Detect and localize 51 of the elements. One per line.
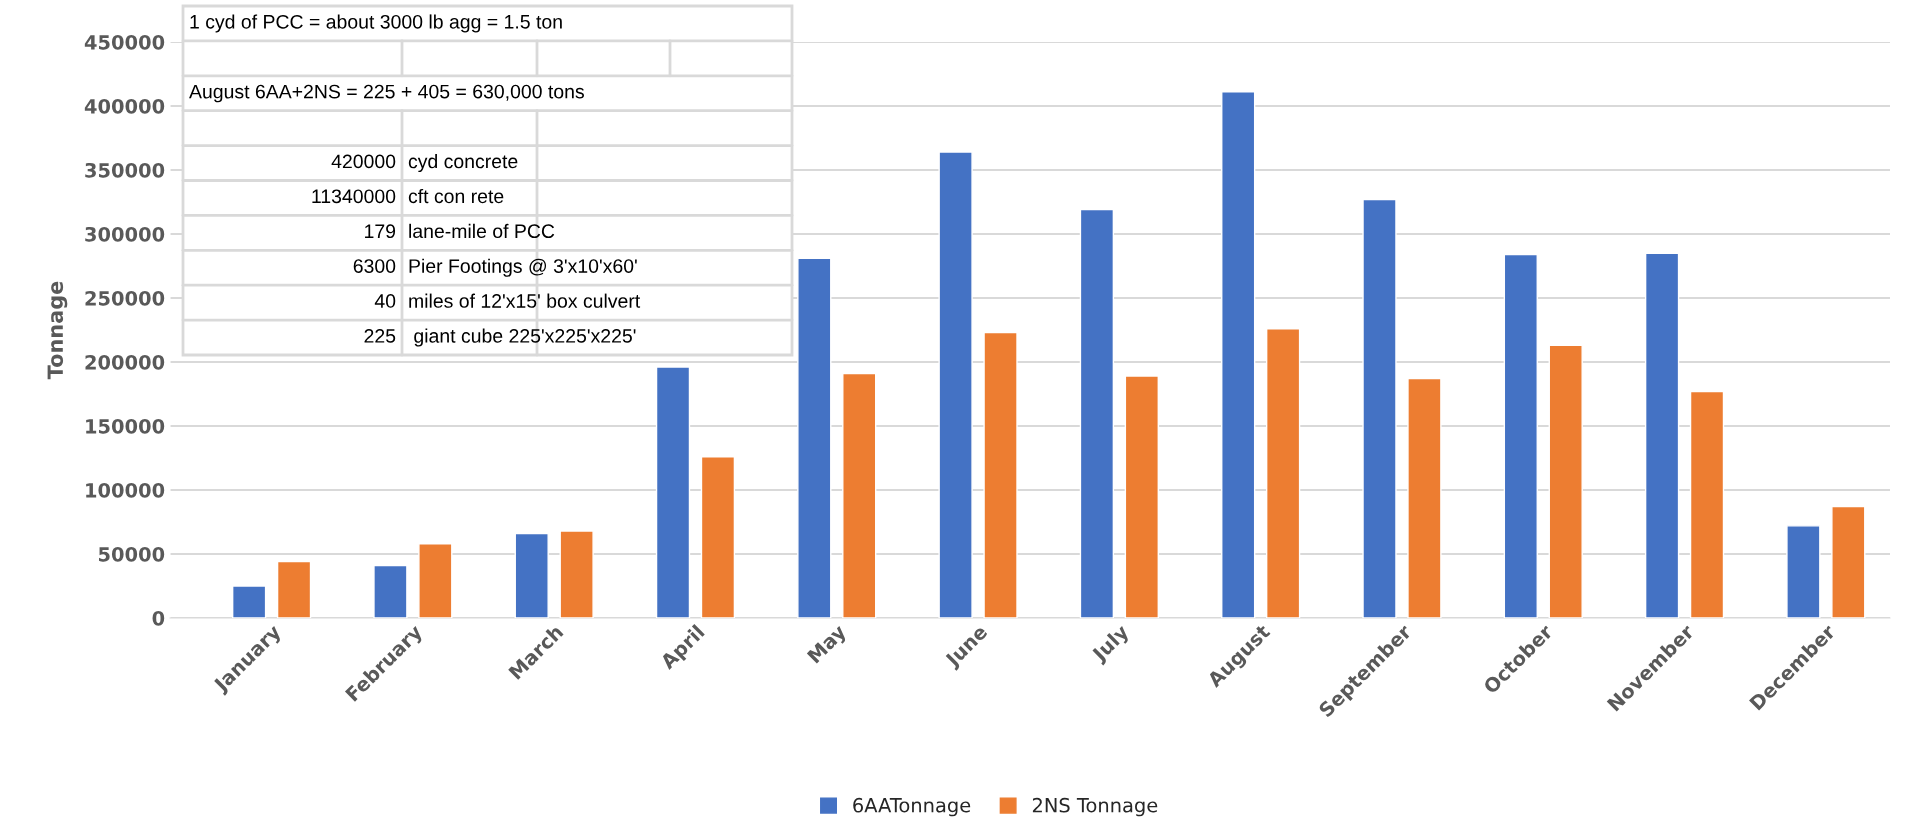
bar: [1786, 525, 1821, 618]
bar: [797, 257, 832, 618]
bar: [655, 366, 691, 618]
bar: [842, 372, 877, 618]
y-tick-label: 100000: [86, 482, 165, 498]
bar: [1689, 390, 1725, 618]
bar: [1079, 208, 1115, 618]
y-tick-label: 350000: [85, 162, 165, 178]
y-tick-label: 0: [152, 610, 165, 626]
y-tick-label: 50000: [98, 546, 165, 562]
bar: [231, 585, 267, 618]
bar: [700, 456, 736, 618]
bar: [983, 331, 1018, 618]
bar: [373, 564, 408, 618]
text: 1 cyd of PCC = about 3000 lb agg = 1.5 ton: [190, 14, 562, 33]
bar: [938, 151, 973, 618]
annotation: 11340000: [312, 189, 396, 204]
bar: [514, 532, 549, 618]
y-tick-label: 400000: [84, 98, 165, 114]
annotation: 40: [374, 294, 396, 308]
bar: [1548, 344, 1583, 618]
y-tick-label: 300000: [85, 226, 165, 242]
annotation: 6300: [353, 259, 396, 273]
bar: [559, 530, 594, 618]
y-tick-label: 250000: [85, 290, 165, 306]
bar: [276, 560, 312, 618]
y-axis-title: Tonnage: [47, 281, 68, 380]
bar: [1503, 253, 1538, 618]
bar: [1644, 252, 1680, 618]
legend-label: 6AATonnage: [853, 797, 971, 817]
annotation: 179: [365, 224, 396, 239]
annotation: cft con rete: [408, 188, 504, 204]
bar: [1124, 375, 1159, 618]
bar: [1407, 377, 1442, 618]
annotation: 420000: [331, 154, 396, 169]
legend-label: 2NS Tonnage: [1032, 797, 1158, 817]
annotation: lane-mile of PCC: [409, 223, 555, 239]
annotation: August 6AA+2NS = 225 + 405 = 630,000 tons: [189, 84, 584, 103]
y-tick-label: 450000: [84, 34, 165, 50]
y-tick-label: 200000: [85, 354, 165, 370]
annotation: giant cube 225'x225'x225': [414, 328, 636, 347]
bar: [1265, 328, 1301, 618]
bar: [1221, 91, 1256, 618]
bar: [418, 543, 453, 618]
y-tick-label: 150000: [86, 418, 165, 434]
annotation: Pier Footings @ 3'x10'x60': [409, 258, 637, 277]
bar: [1831, 505, 1866, 618]
annotation: 225: [364, 329, 396, 343]
bar: [1362, 198, 1397, 618]
annotation: miles of 12'x15' box culvert: [409, 293, 641, 308]
annotation: cyd concrete: [408, 153, 518, 173]
